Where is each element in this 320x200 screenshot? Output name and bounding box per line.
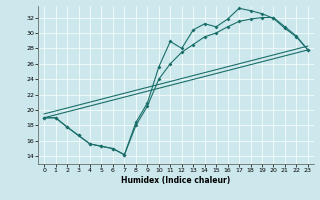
X-axis label: Humidex (Indice chaleur): Humidex (Indice chaleur): [121, 176, 231, 185]
